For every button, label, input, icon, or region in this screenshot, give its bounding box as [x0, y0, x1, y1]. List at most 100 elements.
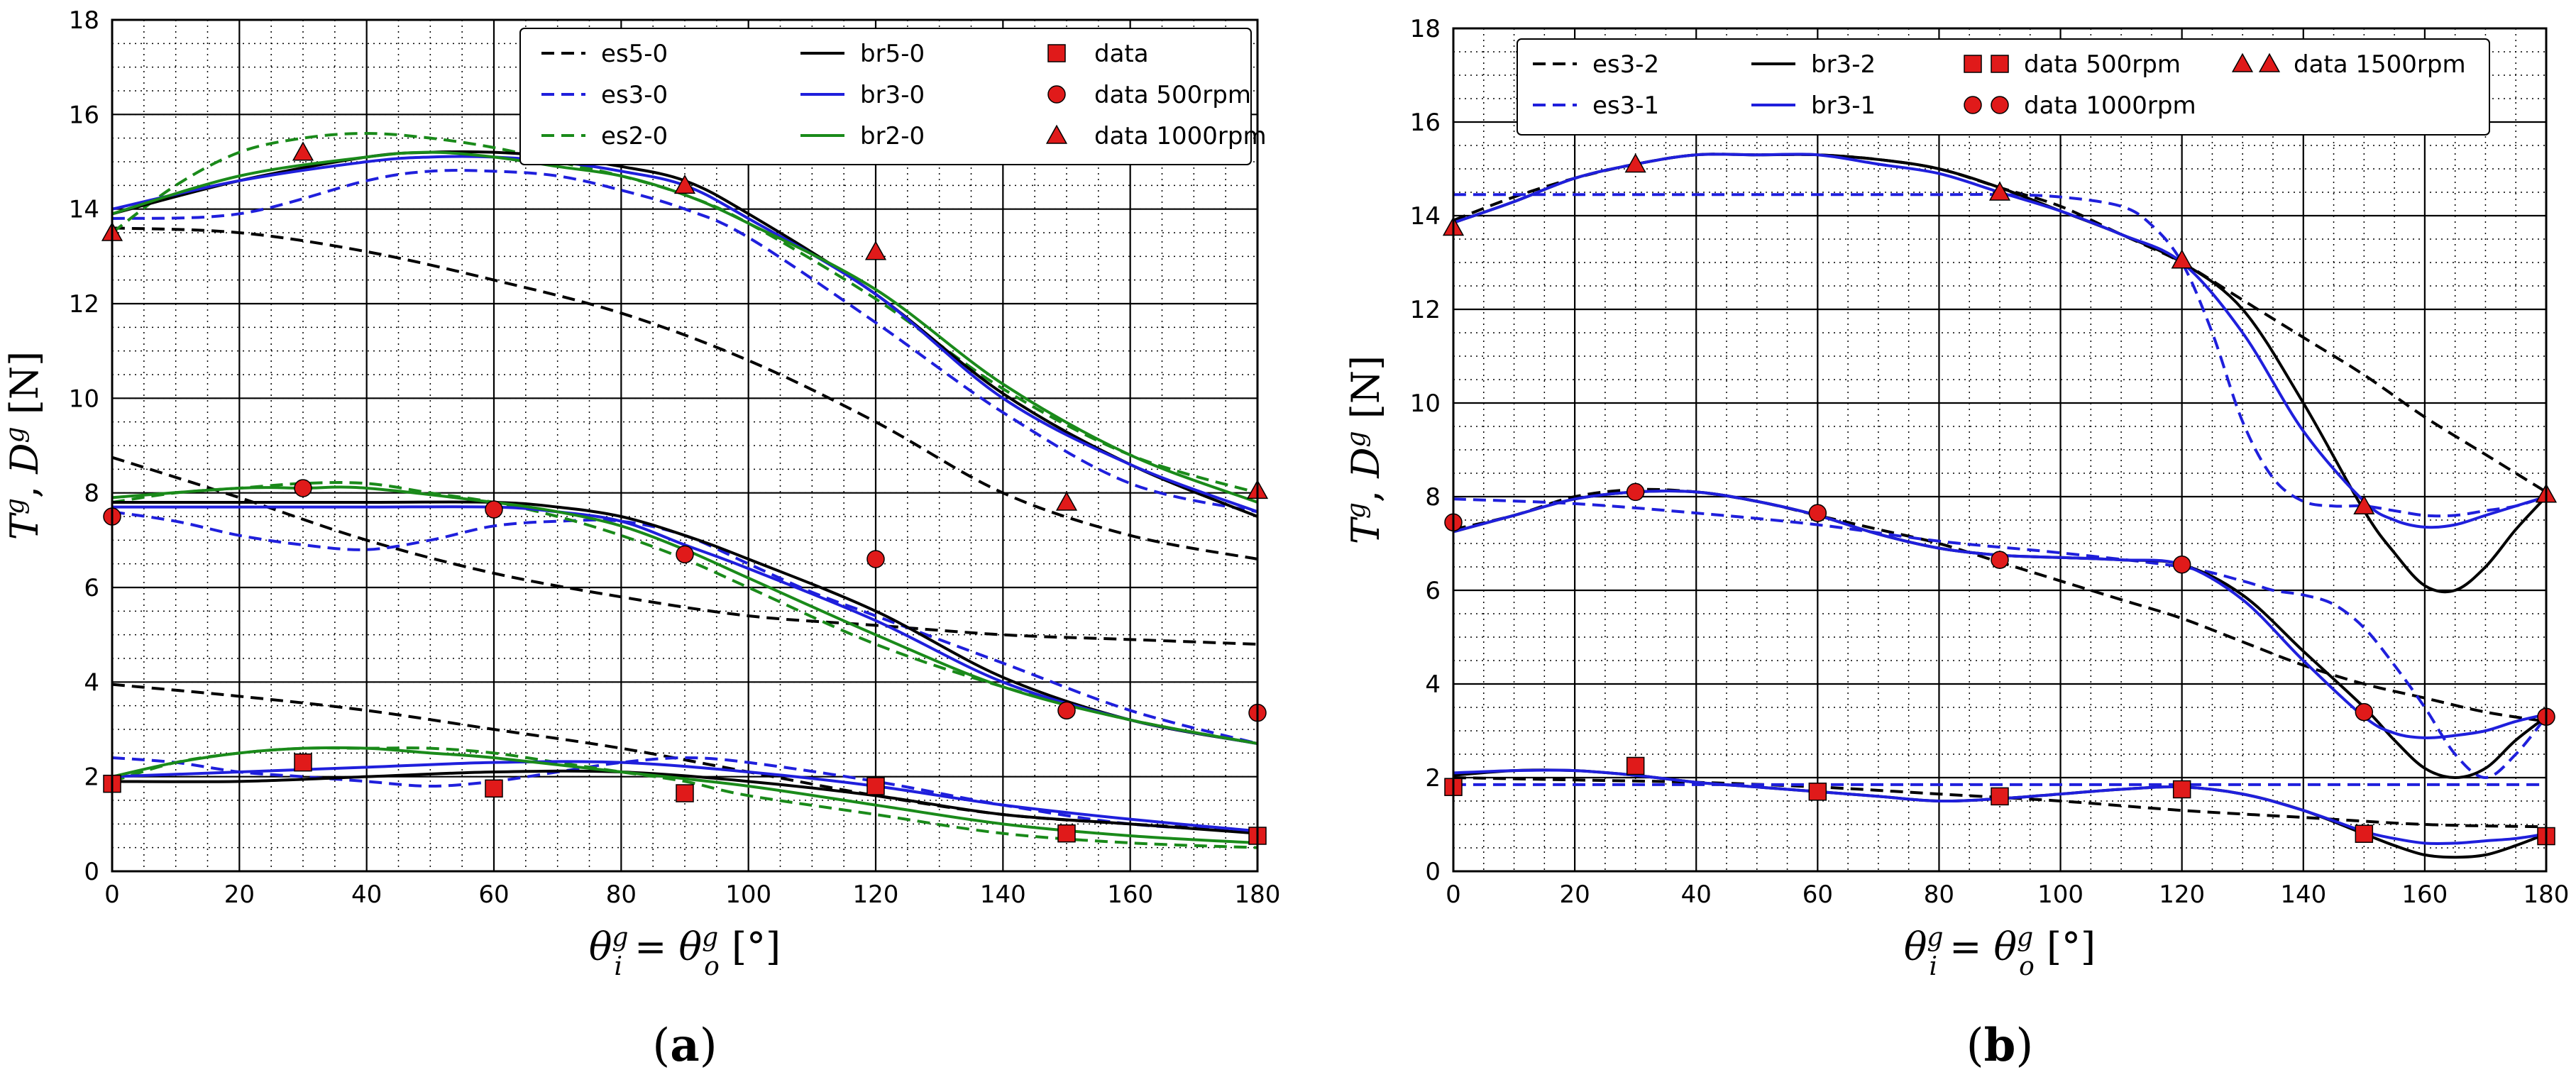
legend-marker — [1047, 85, 1066, 104]
x-tick-label: 80 — [606, 880, 637, 909]
series-line — [1453, 489, 2547, 739]
legend-marker — [2258, 53, 2281, 72]
data-point — [2353, 495, 2375, 514]
data-point — [2171, 249, 2193, 269]
series-line — [1453, 487, 2547, 723]
y-tick-label: 18 — [1410, 15, 1441, 43]
data-point — [294, 753, 312, 772]
y-tick-label: 12 — [69, 290, 99, 319]
data-point — [2172, 555, 2191, 574]
x-tick-label: 80 — [1924, 880, 1954, 909]
y-tick-label: 8 — [1425, 483, 1441, 512]
series-line — [111, 510, 1258, 745]
x-tick-label: 40 — [1681, 880, 1712, 909]
y-axis-label-a: Tg, Dg [N] — [1, 351, 48, 540]
data-point — [1808, 504, 1827, 522]
y-tick-label: 12 — [1410, 296, 1441, 324]
x-tick-label: 180 — [2523, 880, 2570, 909]
data-point — [866, 777, 885, 795]
legend-label: br3-2 — [1811, 50, 1876, 79]
data-point — [2355, 702, 2374, 722]
data-point — [294, 479, 312, 497]
data-point — [1626, 756, 1645, 775]
x-tick-label: 20 — [224, 880, 255, 909]
series-line — [111, 481, 1258, 745]
series-line — [1453, 153, 2548, 594]
legend-label: data — [1094, 40, 1149, 68]
x-tick-label: 20 — [1559, 880, 1590, 909]
series-line — [111, 226, 1258, 561]
y-tick-label: 4 — [84, 668, 99, 697]
y-tick-label: 18 — [69, 6, 99, 35]
series-line — [1453, 768, 2547, 846]
x-tick-label: 0 — [1446, 880, 1461, 909]
y-tick-label: 0 — [84, 858, 99, 886]
x-axis-label-b: θg i = θg o [°] — [1904, 923, 2096, 981]
x-tick-label: 180 — [1235, 880, 1281, 909]
legend-label: data 1000rpm — [2024, 92, 2196, 120]
legend-label: br5-0 — [860, 40, 925, 68]
series-line — [1453, 193, 2547, 518]
x-tick-label: 120 — [853, 880, 899, 909]
y-axis-label-b: Tg, Dg [N] — [1342, 355, 1389, 544]
x-tick-label: 0 — [104, 880, 120, 909]
data-point — [673, 174, 696, 194]
data-point — [292, 141, 314, 161]
plot-frame-a — [111, 18, 1259, 873]
data-point — [1626, 482, 1645, 502]
x-tick-label: 140 — [980, 880, 1026, 909]
series-line — [111, 505, 1258, 745]
ticks-b: 0 20 40 60 80 100 120 140 160 180 0 2 4 6 8 10 12 14 16 18 — [1410, 15, 2570, 909]
x-tick-label: 40 — [351, 880, 382, 909]
series-line — [111, 155, 1258, 514]
x-tick-label: 60 — [478, 880, 509, 909]
series-layer-a — [111, 131, 1258, 849]
series-line — [1453, 497, 2548, 780]
legend-label: data 500rpm — [1094, 81, 1251, 109]
data-point — [1808, 783, 1827, 801]
data-point — [485, 779, 503, 798]
legend-marker — [1045, 124, 1068, 144]
series-line — [111, 456, 1258, 646]
y-tick-label: 16 — [1410, 109, 1441, 137]
legend-marker — [1991, 55, 2009, 73]
series-line — [1453, 768, 2547, 859]
data-point — [676, 545, 694, 564]
legend-marker — [1964, 55, 1982, 73]
data-point — [1991, 787, 2009, 806]
y-tick-label: 6 — [1425, 577, 1441, 605]
panel-label-a: (a) — [652, 1019, 717, 1072]
legend-label: br2-0 — [860, 122, 925, 150]
x-tick-label: 160 — [2401, 880, 2448, 909]
legend-marker — [1964, 96, 1982, 114]
data-point — [676, 784, 694, 802]
points-layer-a — [101, 141, 1269, 845]
legend-label: data 500rpm — [2024, 50, 2181, 79]
y-tick-label: 10 — [1410, 390, 1441, 418]
x-tick-label: 100 — [725, 880, 771, 909]
x-tick-label: 100 — [2037, 880, 2084, 909]
legend-b: es3-2 es3-1 br3-2 br3-1 data 500rpm data 1000… — [1517, 38, 2490, 136]
y-tick-label: 10 — [69, 385, 99, 413]
x-tick-label: 60 — [1802, 880, 1833, 909]
data-point — [866, 550, 885, 568]
legend-a: es5-0 es3-0 es2-0 br5-0 br3-0 br2-0 data data 5… — [519, 28, 1267, 165]
data-point — [1055, 491, 1078, 511]
legend-label: es3-1 — [1592, 92, 1659, 120]
legend-label: data 1000rpm — [1094, 122, 1267, 150]
data-point — [1991, 551, 2009, 569]
y-tick-label: 2 — [1425, 764, 1441, 793]
data-point — [485, 500, 503, 519]
x-tick-label: 140 — [2280, 880, 2326, 909]
series-line — [111, 769, 1258, 835]
minor-grid-b — [1453, 28, 2547, 872]
chart-panel-b: 0 20 40 60 80 100 120 140 160 180024681012141618 … — [1342, 15, 2570, 1072]
legend-label: es5-0 — [601, 40, 668, 68]
series-line — [1453, 153, 2547, 529]
legend-label: es3-0 — [601, 81, 668, 109]
y-tick-label: 6 — [84, 574, 99, 602]
x-tick-label: 120 — [2159, 880, 2205, 909]
data-point — [1057, 824, 1076, 843]
legend-box — [519, 28, 1252, 165]
